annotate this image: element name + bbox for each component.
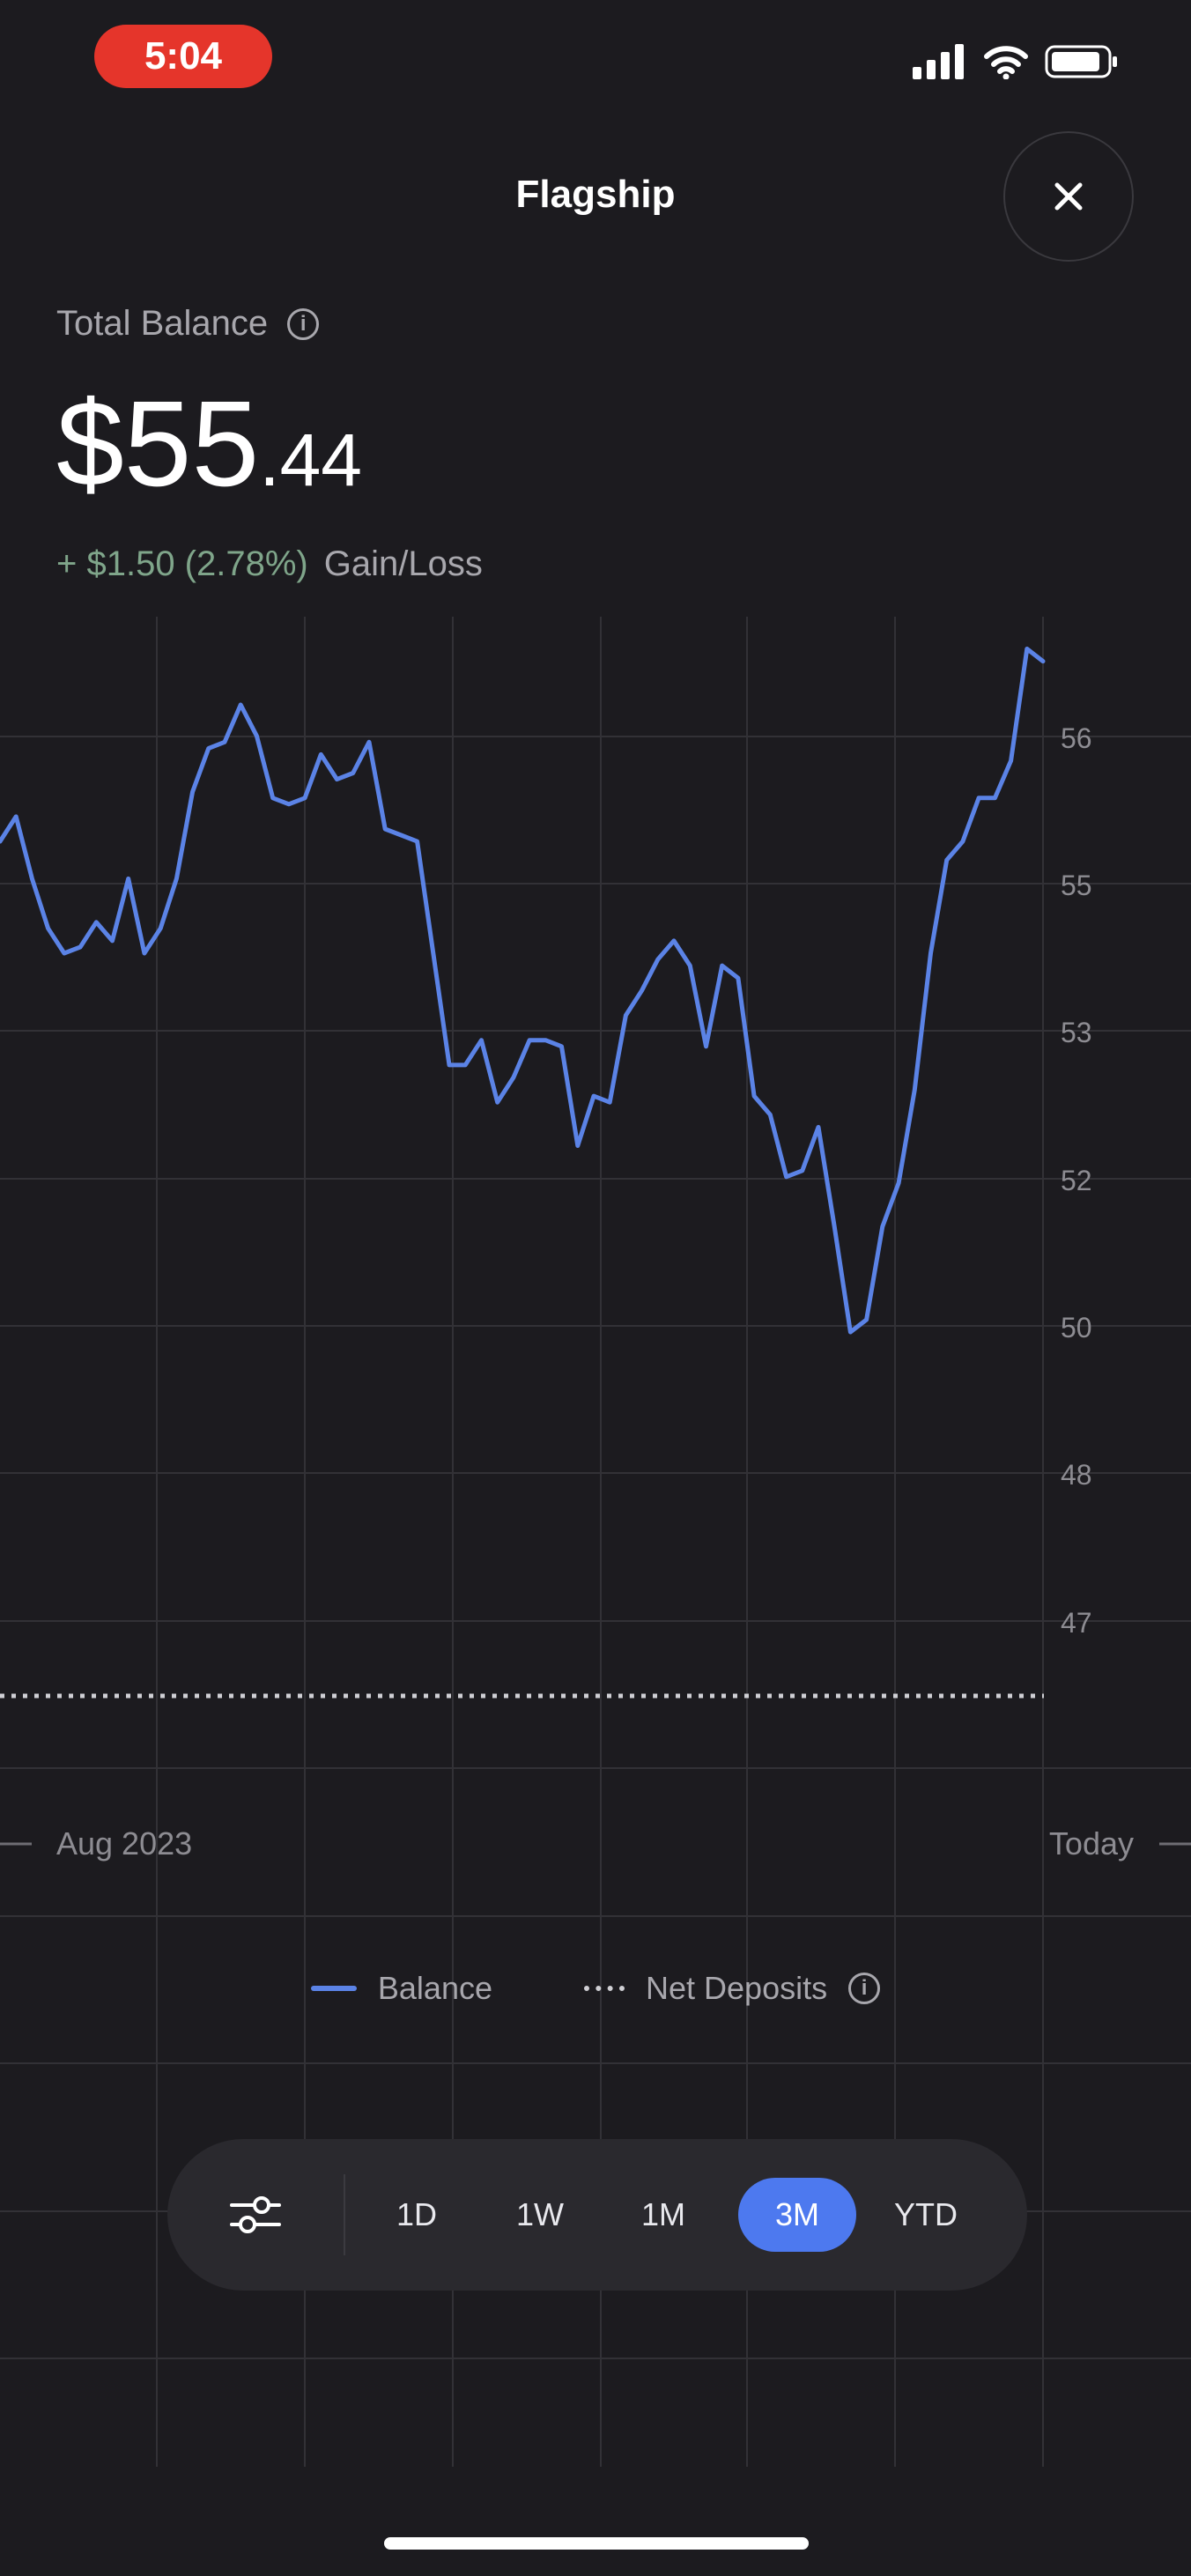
x-label-end: Today xyxy=(1049,1825,1134,1862)
range-1d[interactable]: 1D xyxy=(396,2196,438,2232)
x-label-start: Aug 2023 xyxy=(56,1825,192,1862)
filter-button[interactable] xyxy=(167,2139,344,2291)
total-balance-label: Total Balance i xyxy=(56,304,320,344)
range-1w[interactable]: 1W xyxy=(516,2196,564,2232)
gain-loss: + $1.50 (2.78%) Gain/Loss xyxy=(56,544,483,584)
close-icon xyxy=(1054,182,1083,211)
y-tick-label: 47 xyxy=(1061,1607,1092,1639)
sliders-icon xyxy=(230,2196,281,2233)
balance-line xyxy=(0,647,1046,1335)
net-deposits-swatch xyxy=(584,1986,625,1991)
balance-value: $55.44 xyxy=(56,383,362,505)
balance-swatch xyxy=(310,1986,357,1991)
range-1m[interactable]: 1M xyxy=(640,2196,685,2232)
range-divider xyxy=(344,2174,345,2255)
y-tick-label: 53 xyxy=(1061,1017,1092,1048)
signal-icon xyxy=(913,44,964,79)
page-title: Flagship xyxy=(515,173,676,216)
total-balance-text: Total Balance xyxy=(56,304,269,343)
battery-icon xyxy=(1045,45,1117,78)
legend-net-deposits-label: Net Deposits xyxy=(646,1970,828,2006)
info-icon[interactable]: i xyxy=(848,1973,881,2004)
range-ytd[interactable]: YTD xyxy=(894,2196,958,2232)
legend-net-deposits: Net Deposits i xyxy=(584,1970,881,2007)
info-icon[interactable]: i xyxy=(287,307,320,340)
wifi-icon xyxy=(984,46,1028,79)
status-icons xyxy=(913,44,1119,79)
range-3m[interactable]: 3M xyxy=(738,2178,856,2252)
status-time: 5:04 xyxy=(94,25,272,88)
range-selector: 1D 1W 1M 3M YTD xyxy=(167,2139,1027,2291)
legend-balance-label: Balance xyxy=(377,1970,492,2006)
y-tick-label: 52 xyxy=(1061,1165,1092,1196)
close-button[interactable] xyxy=(1003,131,1134,262)
balance-cents: .44 xyxy=(259,418,363,501)
y-tick-label: 55 xyxy=(1061,870,1092,901)
gain-amount: + $1.50 (2.78%) xyxy=(56,544,308,583)
legend-balance: Balance xyxy=(310,1970,492,2007)
y-tick-label: 50 xyxy=(1061,1312,1092,1344)
y-tick-label: 56 xyxy=(1061,722,1092,754)
balance-dollars: $55 xyxy=(56,376,260,512)
chart-legend: Balance Net Deposits i xyxy=(0,1970,1191,2007)
gain-label: Gain/Loss xyxy=(323,544,483,583)
y-tick-label: 48 xyxy=(1061,1459,1092,1491)
home-indicator xyxy=(384,2537,809,2550)
